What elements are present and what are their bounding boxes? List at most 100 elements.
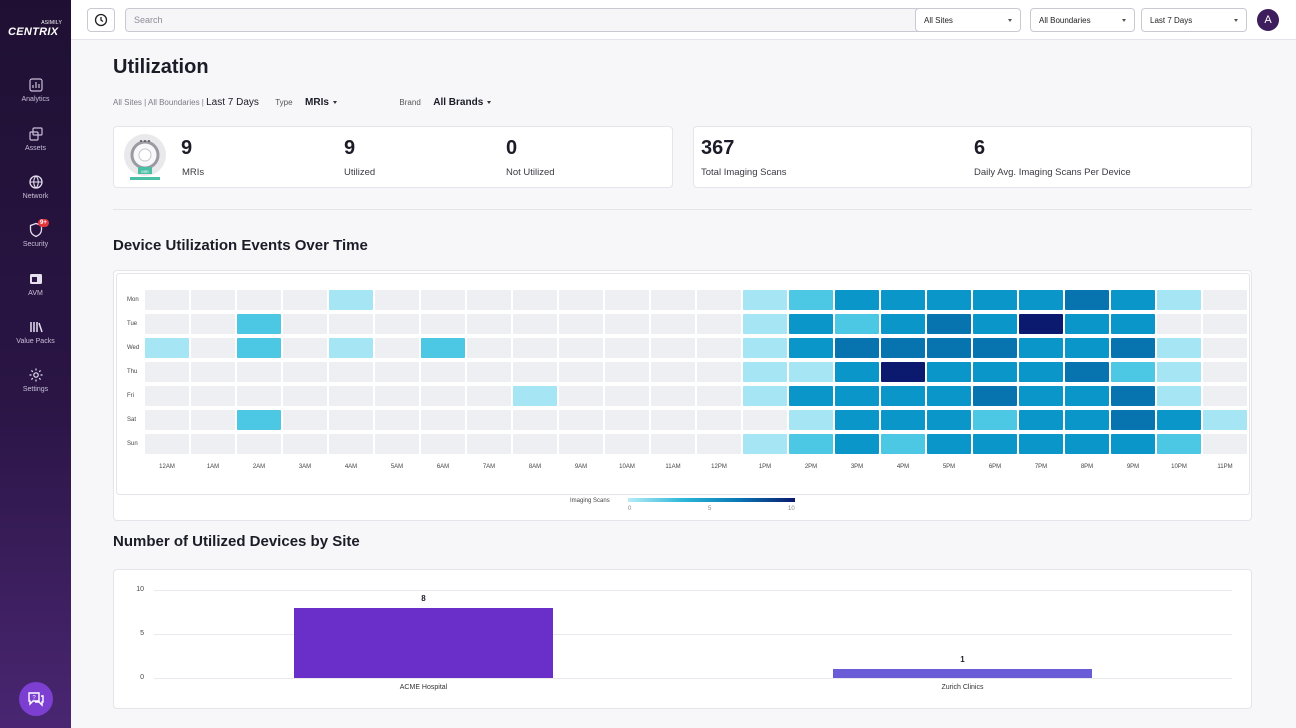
heatmap-cell[interactable] [927, 314, 971, 334]
heatmap-cell[interactable] [329, 386, 373, 406]
heatmap-cell[interactable] [835, 338, 879, 358]
heatmap-cell[interactable] [191, 362, 235, 382]
heatmap-cell[interactable] [513, 362, 557, 382]
heatmap-cell[interactable] [743, 314, 787, 334]
heatmap-cell[interactable] [559, 386, 603, 406]
heatmap-cell[interactable] [559, 290, 603, 310]
help-chat-button[interactable]: ? [19, 682, 53, 716]
heatmap-cell[interactable] [145, 386, 189, 406]
heatmap-cell[interactable] [881, 362, 925, 382]
heatmap-cell[interactable] [1019, 314, 1063, 334]
heatmap-cell[interactable] [283, 434, 327, 454]
heatmap-cell[interactable] [1203, 410, 1247, 430]
heatmap-cell[interactable] [237, 290, 281, 310]
heatmap-cell[interactable] [927, 338, 971, 358]
heatmap-cell[interactable] [697, 314, 741, 334]
heatmap-cell[interactable] [651, 410, 695, 430]
heatmap-cell[interactable] [743, 362, 787, 382]
heatmap-cell[interactable] [1203, 434, 1247, 454]
heatmap-cell[interactable] [421, 434, 465, 454]
heatmap-cell[interactable] [651, 362, 695, 382]
heatmap-cell[interactable] [1203, 386, 1247, 406]
heatmap-cell[interactable] [1203, 362, 1247, 382]
heatmap-cell[interactable] [237, 314, 281, 334]
heatmap-cell[interactable] [283, 362, 327, 382]
heatmap-cell[interactable] [697, 410, 741, 430]
heatmap-cell[interactable] [191, 386, 235, 406]
heatmap-cell[interactable] [145, 434, 189, 454]
heatmap-cell[interactable] [467, 290, 511, 310]
heatmap-cell[interactable] [697, 362, 741, 382]
heatmap-cell[interactable] [743, 386, 787, 406]
heatmap-cell[interactable] [421, 290, 465, 310]
heatmap-cell[interactable] [881, 386, 925, 406]
heatmap-cell[interactable] [743, 290, 787, 310]
heatmap-cell[interactable] [1157, 386, 1201, 406]
heatmap-cell[interactable] [283, 410, 327, 430]
heatmap-cell[interactable] [145, 410, 189, 430]
heatmap-cell[interactable] [743, 434, 787, 454]
heatmap-cell[interactable] [927, 434, 971, 454]
heatmap-cell[interactable] [881, 314, 925, 334]
heatmap-cell[interactable] [789, 434, 833, 454]
heatmap-cell[interactable] [1019, 362, 1063, 382]
chart-bar[interactable] [833, 669, 1092, 678]
heatmap-cell[interactable] [881, 290, 925, 310]
heatmap-cell[interactable] [375, 386, 419, 406]
heatmap-cell[interactable] [145, 314, 189, 334]
sidebar-item-analytics[interactable]: Analytics [0, 77, 71, 117]
heatmap-cell[interactable] [1065, 410, 1109, 430]
heatmap-cell[interactable] [375, 410, 419, 430]
heatmap-cell[interactable] [237, 338, 281, 358]
heatmap-cell[interactable] [651, 386, 695, 406]
heatmap-cell[interactable] [835, 362, 879, 382]
heatmap-cell[interactable] [513, 290, 557, 310]
heatmap-cell[interactable] [237, 410, 281, 430]
heatmap-cell[interactable] [973, 362, 1017, 382]
heatmap-cell[interactable] [605, 362, 649, 382]
heatmap-cell[interactable] [973, 290, 1017, 310]
boundary-filter-dropdown[interactable]: All Boundaries [1030, 8, 1135, 32]
heatmap-cell[interactable] [881, 338, 925, 358]
heatmap-cell[interactable] [743, 338, 787, 358]
heatmap-cell[interactable] [605, 314, 649, 334]
heatmap-cell[interactable] [1157, 410, 1201, 430]
heatmap-cell[interactable] [927, 410, 971, 430]
heatmap-cell[interactable] [697, 386, 741, 406]
heatmap-cell[interactable] [559, 434, 603, 454]
heatmap-cell[interactable] [697, 290, 741, 310]
heatmap-cell[interactable] [973, 338, 1017, 358]
heatmap-cell[interactable] [835, 290, 879, 310]
heatmap-cell[interactable] [329, 290, 373, 310]
heatmap-cell[interactable] [513, 338, 557, 358]
heatmap-cell[interactable] [513, 434, 557, 454]
heatmap-cell[interactable] [973, 314, 1017, 334]
heatmap-cell[interactable] [421, 386, 465, 406]
heatmap-cell[interactable] [145, 290, 189, 310]
heatmap-cell[interactable] [559, 362, 603, 382]
heatmap-cell[interactable] [191, 410, 235, 430]
heatmap-cell[interactable] [237, 434, 281, 454]
heatmap-cell[interactable] [1019, 434, 1063, 454]
sidebar-item-network[interactable]: Network [0, 174, 71, 214]
heatmap-cell[interactable] [559, 338, 603, 358]
heatmap-cell[interactable] [881, 434, 925, 454]
heatmap-cell[interactable] [375, 362, 419, 382]
heatmap-cell[interactable] [191, 290, 235, 310]
heatmap-cell[interactable] [1065, 386, 1109, 406]
heatmap-cell[interactable] [789, 314, 833, 334]
heatmap-cell[interactable] [697, 338, 741, 358]
heatmap-cell[interactable] [283, 386, 327, 406]
heatmap-cell[interactable] [1203, 290, 1247, 310]
heatmap-cell[interactable] [1157, 314, 1201, 334]
heatmap-cell[interactable] [835, 410, 879, 430]
heatmap-cell[interactable] [329, 338, 373, 358]
heatmap-cell[interactable] [973, 386, 1017, 406]
date-range-dropdown[interactable]: Last 7 Days [1141, 8, 1247, 32]
heatmap-cell[interactable] [651, 314, 695, 334]
heatmap-cell[interactable] [789, 362, 833, 382]
heatmap-cell[interactable] [1203, 314, 1247, 334]
heatmap-cell[interactable] [467, 386, 511, 406]
sidebar-item-security[interactable]: 9+ Security [0, 219, 71, 262]
heatmap-cell[interactable] [1111, 362, 1155, 382]
